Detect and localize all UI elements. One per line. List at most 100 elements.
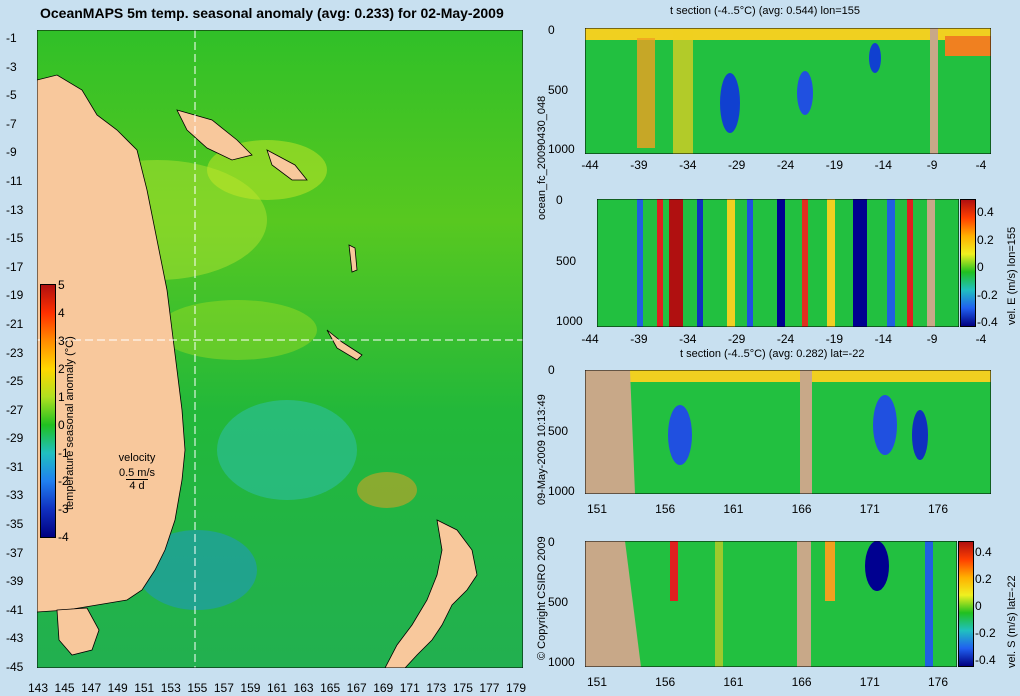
map-colorbar-tick: 5 — [58, 278, 65, 292]
map-title: OceanMAPS 5m temp. seasonal anomaly (avg… — [40, 5, 504, 21]
map-colorbar-label: temperature seasonal anomaly (°C) — [64, 336, 76, 510]
timestamp-label: 09-May-2009 10:13:49 — [536, 394, 548, 505]
lon-tick-label: 171 — [399, 681, 420, 695]
panel2-colorbar-tick: -0.4 — [977, 315, 998, 329]
panel4-x-tick: 176 — [927, 675, 949, 689]
warm-anomaly-patch — [357, 472, 417, 508]
panel3-x-tick: 171 — [859, 502, 880, 516]
lon-tick-label: 165 — [320, 681, 341, 695]
solomon-islands — [266, 149, 308, 181]
lon-tick-label: 169 — [373, 681, 394, 695]
velocity-legend-title: velocity — [118, 452, 156, 464]
velocity-legend-days: 4 d — [129, 480, 145, 492]
panel4-y-tick: 500 — [548, 595, 569, 609]
panel2-x-tick: -4 — [975, 332, 987, 346]
ocean-map[interactable] — [37, 30, 523, 668]
panel4-velocity-section[interactable] — [585, 541, 957, 667]
panel2-y-tick: 0 — [556, 193, 563, 207]
lat-tick-label: -29 — [6, 431, 24, 446]
panel4-y-tick: 1000 — [548, 655, 575, 669]
lat-tick-label: -31 — [6, 459, 24, 474]
panel4-colorbar-label: vel. S (m/s) lat=-22 — [1006, 575, 1018, 668]
lon-tick-label: 175 — [452, 681, 473, 695]
new-guinea-landmass — [176, 109, 253, 161]
panel1-title: t section (-4..5°C) (avg: 0.544) lon=155 — [670, 5, 860, 17]
panel2-x-tick: -34 — [679, 332, 697, 346]
panel3-x-tick: 161 — [723, 502, 744, 516]
lon-tick-label: 177 — [479, 681, 500, 695]
lon-tick-label: 149 — [107, 681, 128, 695]
new-zealand-landmass — [384, 519, 478, 668]
panel2-velocity-section[interactable] — [597, 199, 959, 327]
panel1-x-tick: -4 — [975, 158, 987, 172]
lat-tick-label: -15 — [6, 231, 24, 246]
lon-tick-label: 143 — [27, 681, 49, 695]
panel3-x-tick: 176 — [927, 502, 949, 516]
map-colorbar-tick: 3 — [58, 334, 65, 348]
panel2-x-tick: -19 — [825, 332, 844, 346]
panel1-x-tick: -44 — [581, 158, 599, 172]
panel2-x-tick: -14 — [874, 332, 892, 346]
panel3-section[interactable] — [585, 370, 991, 494]
lon-tick-label: 145 — [54, 681, 75, 695]
lon-tick-label: 157 — [213, 681, 234, 695]
lon-tick-label: 173 — [426, 681, 447, 695]
panel4-colorbar-tick: 0.4 — [975, 545, 992, 559]
panel1-x-tick: -34 — [679, 158, 697, 172]
panel3-x-tick: 151 — [586, 502, 608, 516]
panel2-x-tick: -9 — [926, 332, 938, 346]
map-colorbar-tick: -2 — [58, 474, 69, 488]
map-colorbar — [40, 284, 56, 538]
panel1-x-tick: -29 — [727, 158, 746, 172]
panel4-colorbar-tick: -0.2 — [975, 626, 996, 640]
panel3-x-tick: 156 — [655, 502, 676, 516]
lat-tick-label: -35 — [6, 517, 24, 532]
panel1-x-tick: -9 — [926, 158, 938, 172]
panel3-y-tick: 1000 — [548, 484, 575, 498]
panel2-colorbar-tick: -0.2 — [977, 287, 998, 302]
panel4-x-tick: 151 — [586, 675, 608, 689]
cool-anomaly-patch — [217, 400, 357, 500]
lat-tick-label: -23 — [6, 345, 24, 360]
panel4-colorbar-tick: -0.4 — [975, 653, 996, 667]
panel3-y-tick: 500 — [548, 423, 569, 438]
lat-tick-label: -11 — [6, 173, 23, 188]
map-colorbar-tick: 2 — [58, 362, 65, 376]
lon-tick-label: 155 — [187, 681, 208, 695]
panel4-colorbar-tick: 0 — [975, 599, 982, 613]
vanuatu-islands — [348, 244, 358, 273]
panel1-section[interactable] — [585, 28, 991, 154]
lat-tick-label: -25 — [6, 374, 24, 389]
warm-anomaly-patch — [157, 300, 317, 360]
panel2-colorbar-tick: 0.2 — [977, 232, 994, 247]
lat-tick-label: -19 — [6, 288, 24, 303]
run-id-label: ocean_fc_20090430_048 — [536, 95, 548, 220]
copyright-label: © Copyright CSIRO 2009 — [536, 536, 548, 660]
tasmania-landmass — [56, 607, 100, 656]
lat-tick-label: -33 — [6, 488, 24, 503]
panel1-x-tick: -24 — [776, 158, 795, 172]
panel4-x-tick: 156 — [655, 675, 676, 689]
lat-tick-label: -27 — [6, 402, 24, 417]
lat-tick-label: -3 — [6, 59, 17, 74]
panel3-y-tick: 0 — [548, 363, 555, 377]
lon-tick-label: 151 — [134, 681, 155, 695]
lon-tick-label: 161 — [266, 681, 288, 695]
panel1-y-tick: 1000 — [548, 142, 575, 156]
map-colorbar-tick: -4 — [58, 530, 69, 544]
lon-tick-label: 179 — [505, 681, 527, 695]
panel1-x-tick: -19 — [825, 158, 844, 172]
lat-tick-label: -45 — [6, 660, 24, 674]
panel1-y-tick: 500 — [548, 82, 569, 97]
panel4-x-tick: 171 — [859, 675, 880, 689]
lat-tick-label: -37 — [6, 545, 24, 560]
lat-tick-label: -5 — [6, 88, 17, 103]
panel4-y-tick: 0 — [548, 535, 555, 549]
lat-tick-label: -39 — [6, 574, 24, 589]
lon-tick-label: 153 — [160, 681, 181, 695]
panel1-y-tick: 0 — [548, 23, 555, 37]
panel4-x-tick: 161 — [723, 675, 744, 689]
panel4-colorbar — [958, 541, 974, 667]
panel2-colorbar-tick: 0 — [977, 260, 984, 274]
cool-anomaly-patch — [137, 530, 257, 610]
